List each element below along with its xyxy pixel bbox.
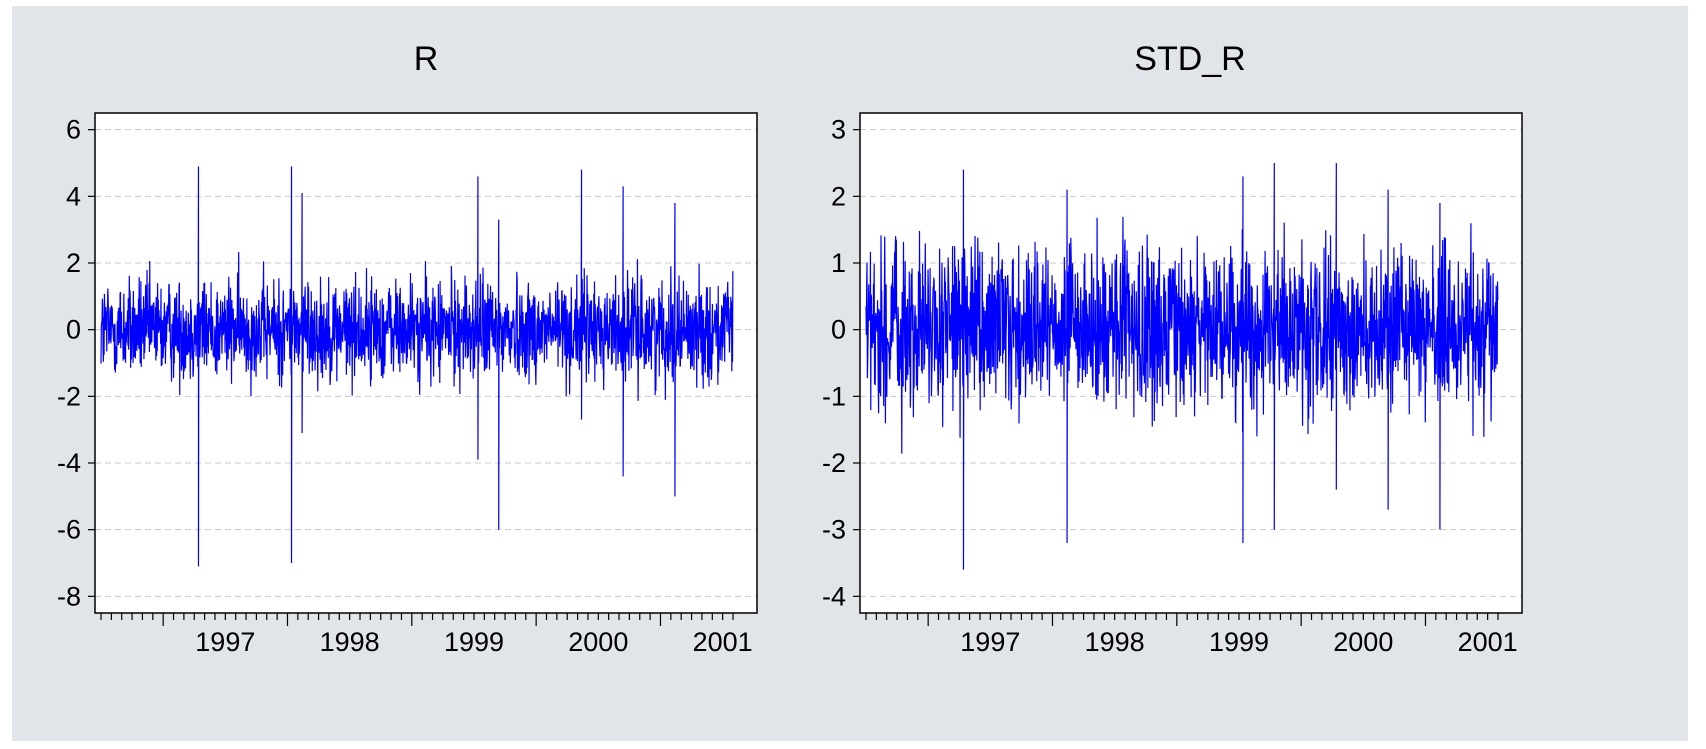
y-tick-label: -6 <box>57 515 81 545</box>
plot-frame <box>94 112 758 614</box>
series-line <box>100 166 734 567</box>
x-tick-label: 1997 <box>195 627 255 657</box>
y-tick-label: -2 <box>57 381 81 411</box>
y-tick-label: -2 <box>822 448 846 478</box>
y-tick-label: -4 <box>822 581 846 611</box>
y-tick-label: -4 <box>57 448 81 478</box>
x-tick-label: 2001 <box>693 627 753 657</box>
x-tick-label: 2001 <box>1458 627 1518 657</box>
x-tick-label: 2000 <box>568 627 628 657</box>
y-tick-label: -1 <box>822 381 846 411</box>
chart-title: R <box>414 40 439 78</box>
x-tick-label: 2000 <box>1333 627 1393 657</box>
y-tick-label: 0 <box>66 315 81 345</box>
chart-2: STD_R 3 2 1 0 -1 -2 -3 -4 1997 1998 1999 2000 2001 <box>822 40 1523 657</box>
y-tick-label: 2 <box>831 181 846 211</box>
chart-title: STD_R <box>1134 40 1245 78</box>
x-tick-label: 1999 <box>1209 627 1269 657</box>
y-tick-label: 4 <box>66 181 81 211</box>
series-line <box>865 162 1499 570</box>
y-tick-label: 1 <box>831 248 846 278</box>
x-tick-label: 1997 <box>960 627 1020 657</box>
x-tick-label: 1998 <box>320 627 380 657</box>
y-tick-label: -8 <box>57 581 81 611</box>
y-tick-label: 0 <box>831 315 846 345</box>
y-tick-label: -3 <box>822 515 846 545</box>
x-tick-label: 1999 <box>444 627 504 657</box>
y-tick-label: 3 <box>831 115 846 145</box>
chart-1: R 6 4 2 0 -2 -4 -6 -8 1997 1998 1999 2000 2001 <box>57 40 758 657</box>
x-tick-label: 1998 <box>1085 627 1145 657</box>
plot-frame <box>859 112 1523 614</box>
y-tick-label: 2 <box>66 248 81 278</box>
y-tick-label: 6 <box>66 115 81 145</box>
plot-area <box>95 113 757 613</box>
